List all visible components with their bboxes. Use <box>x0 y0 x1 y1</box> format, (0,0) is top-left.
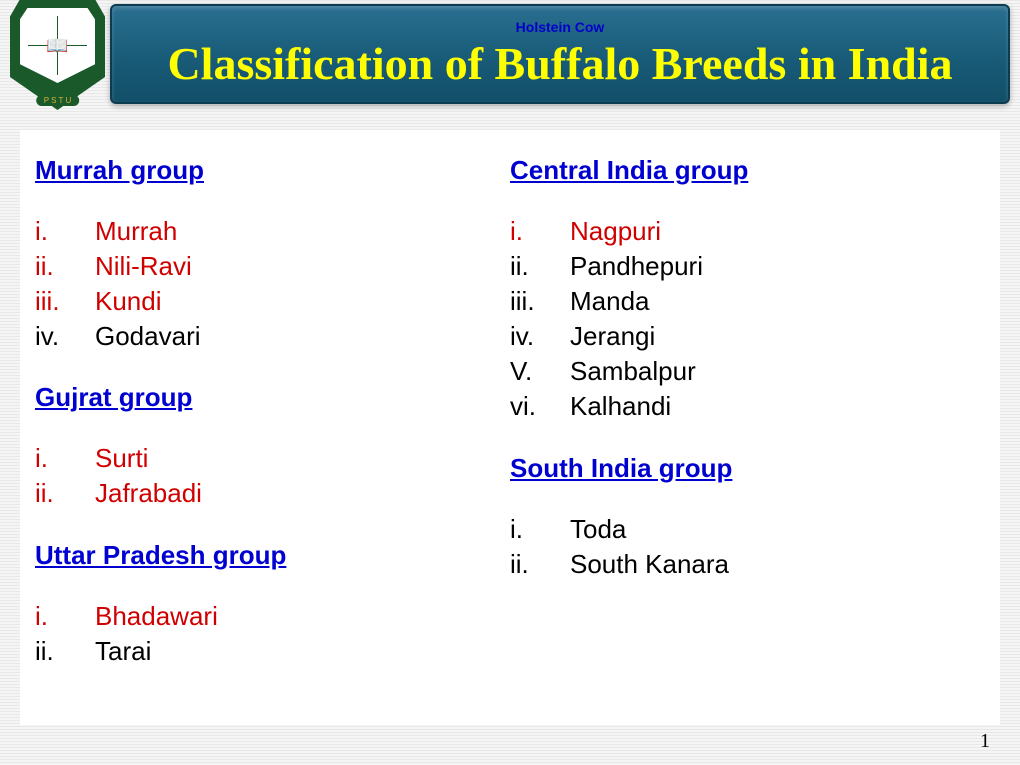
list-item-numeral: vi. <box>510 389 570 424</box>
list-item-label: Jafrabadi <box>95 476 202 511</box>
list-item-label: Godavari <box>95 319 201 354</box>
group-title: South India group <box>510 453 985 484</box>
group-title: Murrah group <box>35 155 510 186</box>
list-item-label: Kundi <box>95 284 162 319</box>
content-area: Murrah groupi.Murrahii.Nili-Raviiii.Kund… <box>20 130 1000 725</box>
list-item: i.Bhadawari <box>35 599 510 634</box>
list-item-label: Sambalpur <box>570 354 696 389</box>
group-block: Uttar Pradesh group i.Bhadawariii.Tarai <box>35 540 510 669</box>
list-item-numeral: ii. <box>510 547 570 582</box>
list-item-numeral: V. <box>510 354 570 389</box>
list-item: i.Toda <box>510 512 985 547</box>
list-item-numeral: ii. <box>35 476 95 511</box>
left-column: Murrah groupi.Murrahii.Nili-Raviiii.Kund… <box>35 155 510 710</box>
list-item-label: Jerangi <box>570 319 655 354</box>
list-item: iv.Jerangi <box>510 319 985 354</box>
list-item-numeral: iv. <box>35 319 95 354</box>
right-column: Central India groupi.Nagpuriii.Pandhepur… <box>510 155 985 710</box>
group-title: Uttar Pradesh group <box>35 540 510 571</box>
list-item-numeral: ii. <box>510 249 570 284</box>
list-item: i.Murrah <box>35 214 510 249</box>
list-item: ii.Pandhepuri <box>510 249 985 284</box>
list-item: vi.Kalhandi <box>510 389 985 424</box>
list-item-numeral: iv. <box>510 319 570 354</box>
list-item: iv.Godavari <box>35 319 510 354</box>
list-item: ii.Nili-Ravi <box>35 249 510 284</box>
list-item: V.Sambalpur <box>510 354 985 389</box>
list-item-numeral: iii. <box>510 284 570 319</box>
list-item: i.Surti <box>35 441 510 476</box>
institution-logo: P S T U <box>10 0 105 110</box>
group-block: Gujrat group i.Surtiii.Jafrabadi <box>35 382 510 511</box>
list-item: ii.Jafrabadi <box>35 476 510 511</box>
list-item: ii.South Kanara <box>510 547 985 582</box>
list-item-numeral: i. <box>35 214 95 249</box>
list-item-numeral: i. <box>510 214 570 249</box>
list-item-label: Nagpuri <box>570 214 661 249</box>
list-item-numeral: i. <box>510 512 570 547</box>
group-block: Central India group i.Nagpuriii.Pandhepur… <box>510 155 985 425</box>
group-block: Murrah group i.Murrahii.Nili-Raviiii.Kund… <box>35 155 510 354</box>
list-item-label: South Kanara <box>570 547 729 582</box>
list-item: ii.Tarai <box>35 634 510 669</box>
list-item-label: Kalhandi <box>570 389 671 424</box>
list-item-label: Tarai <box>95 634 151 669</box>
list-item-label: Manda <box>570 284 650 319</box>
list-item: iii.Manda <box>510 284 985 319</box>
slide-title: Classification of Buffalo Breeds in Indi… <box>167 37 952 90</box>
list-item-label: Bhadawari <box>95 599 218 634</box>
group-block: South India group i.Todaii.South Kanara <box>510 453 985 582</box>
list-item-numeral: iii. <box>35 284 95 319</box>
list-item-numeral: ii. <box>35 249 95 284</box>
list-item-label: Nili-Ravi <box>95 249 192 284</box>
list-item-label: Pandhepuri <box>570 249 703 284</box>
list-item-numeral: i. <box>35 599 95 634</box>
list-item-label: Murrah <box>95 214 177 249</box>
slide-title-bar: Holstein Cow Classification of Buffalo B… <box>110 4 1010 104</box>
page-number: 1 <box>980 730 990 753</box>
list-item: i.Nagpuri <box>510 214 985 249</box>
list-item: iii.Kundi <box>35 284 510 319</box>
list-item-numeral: i. <box>35 441 95 476</box>
list-item-label: Toda <box>570 512 626 547</box>
list-item-label: Surti <box>95 441 148 476</box>
header-subtitle: Holstein Cow <box>516 19 605 35</box>
logo-banner-text: P S T U <box>36 95 80 106</box>
list-item-numeral: ii. <box>35 634 95 669</box>
group-title: Central India group <box>510 155 985 186</box>
group-title: Gujrat group <box>35 382 510 413</box>
